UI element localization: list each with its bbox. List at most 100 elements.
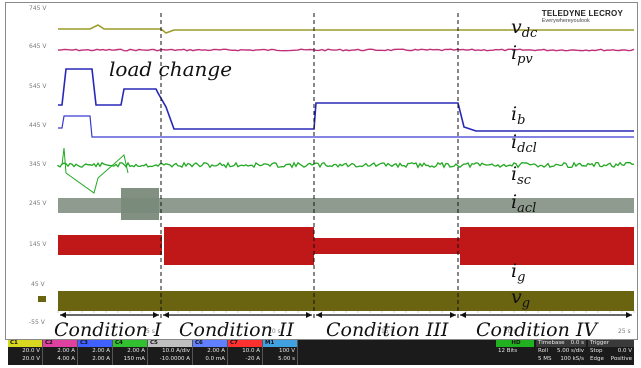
x-label: 20 s: [504, 328, 517, 335]
x-label: 15 s: [381, 328, 394, 335]
ms-label: 5 MS: [538, 356, 552, 362]
condition-dividers: [60, 13, 632, 321]
channel-scale: 2.00 A: [92, 348, 110, 354]
bits-label: 12 Bits: [498, 348, 518, 354]
channel-box-c6[interactable]: C6 2.00 A 0.0 mA: [193, 340, 228, 365]
y-label: 145 V: [29, 241, 47, 248]
signal-label-vdc: vdc: [511, 16, 538, 41]
trace-isc-spikes: [61, 147, 129, 194]
channel-box-c2[interactable]: C2 2.00 A 4.00 A: [43, 340, 78, 365]
channel-scale: 100 V: [278, 348, 295, 354]
x-label: 10 s: [268, 328, 281, 335]
y-label: 745 V: [29, 5, 47, 12]
stop-label: Stop: [590, 348, 603, 354]
channel-scale: 10.0 A: [242, 348, 260, 354]
trace-ipv: [57, 48, 635, 52]
trace-idcl: [58, 115, 634, 138]
brand-name: TELEDYNE LECROY: [541, 9, 623, 18]
y-label: 545 V: [29, 83, 47, 90]
channel-box-c3[interactable]: C3 2.00 A 2.00 A: [78, 340, 113, 365]
channel-scale: 20.0 V: [22, 348, 40, 354]
channel-offset: 4.00 A: [57, 356, 75, 362]
trace-vg-marker: [38, 296, 46, 302]
signal-label-ig: ig: [511, 260, 525, 285]
positive-label: Positive: [610, 356, 632, 362]
brand-tagline: Everywhereyoulook: [541, 18, 590, 24]
trace-vdc: [58, 24, 634, 34]
channel-id: C4: [113, 340, 147, 347]
channel-id: C6: [193, 340, 227, 347]
condition-label-1: Condition I: [54, 319, 162, 341]
arrowhead: [460, 312, 466, 318]
channel-id: M1: [263, 340, 297, 347]
channel-id: C3: [78, 340, 112, 347]
signal-label-vg: vg: [511, 286, 530, 311]
channel-offset: 5.00 s: [278, 356, 295, 362]
signal-label-ipv: ipv: [511, 42, 533, 67]
channel-box-m1[interactable]: M1 100 V 5.00 s: [263, 340, 298, 365]
rate-value: 100 kS/s: [560, 356, 584, 362]
trigger-value: 0.0 V: [617, 348, 632, 354]
waveform-plot: 745 V 645 V 545 V 445 V 345 V 245 V 145 …: [29, 5, 635, 341]
y-label: 245 V: [29, 200, 47, 207]
acq-mode: HD 12 Bits: [496, 340, 534, 365]
arrowhead: [153, 312, 159, 318]
channel-offset: 150 mA: [123, 356, 145, 362]
signal-label-isc: isc: [511, 163, 532, 188]
channel-box-c4[interactable]: C4 2.00 A 150 mA: [113, 340, 148, 365]
roll-label: Roll: [538, 348, 548, 354]
x-label: 25 s: [618, 328, 631, 335]
brand-logo: TELEDYNE LECROY Everywhereyoulook: [542, 9, 623, 24]
channel-scale: 2.00 A: [127, 348, 145, 354]
trace-vg: [58, 291, 634, 311]
y-label: 45 V: [31, 281, 46, 288]
channel-id: C2: [43, 340, 77, 347]
arrowhead: [316, 312, 322, 318]
status-bar: C1 20.0 V 20.0 V C2 2.00 A 4.00 A C3 2.00 A 2.00…: [8, 340, 634, 365]
arrowhead: [626, 312, 632, 318]
signal-label-idcl: idcl: [511, 131, 537, 156]
channel-id: C1: [8, 340, 42, 347]
signal-label-ib: ib: [511, 103, 525, 128]
y-label: 645 V: [29, 43, 47, 50]
waveform-traces: [38, 24, 635, 313]
trace-ig-c4: [460, 227, 634, 265]
trace-ig-c2: [164, 227, 314, 265]
trace-iacl: [58, 198, 634, 213]
timebase-label: Timebase: [538, 340, 565, 346]
arrowhead: [450, 312, 456, 318]
y-label: 445 V: [29, 122, 47, 129]
trigger-label: Trigger: [590, 340, 609, 346]
channel-box-c5[interactable]: C5 10.0 A/div -10.0000 A: [148, 340, 193, 365]
channel-box-c1[interactable]: C1 20.0 V 20.0 V: [8, 340, 43, 365]
arrowhead: [60, 312, 66, 318]
condition-label-2: Condition II: [179, 319, 294, 341]
channel-scale: 2.00 A: [207, 348, 225, 354]
y-label: -55 V: [29, 319, 46, 326]
timebase-value: 0.0 s: [570, 340, 584, 346]
condition-label-3: Condition III: [326, 319, 449, 341]
channel-offset: 0.0 mA: [205, 356, 225, 362]
channel-offset: -20 A: [245, 356, 261, 362]
x-label: 5 s: [146, 328, 155, 335]
sdiv-value: 5.00 s/div: [557, 348, 584, 354]
channel-id: C7: [228, 340, 262, 347]
channel-offset: 2.00 A: [92, 356, 110, 362]
trace-iacl-burst: [121, 188, 159, 220]
trace-ig-c3: [314, 238, 460, 254]
signal-label-iacl: iacl: [511, 191, 536, 216]
channel-id: C5: [148, 340, 192, 347]
arrowhead: [306, 312, 312, 318]
trace-ig-c1: [58, 235, 162, 255]
channel-scale: 2.00 A: [57, 348, 75, 354]
y-label: 345 V: [29, 161, 47, 168]
channel-scale: 10.0 A/div: [162, 348, 190, 354]
channel-offset: -10.0000 A: [159, 356, 190, 362]
load-change-annotation: load change: [109, 57, 232, 81]
trigger-panel[interactable]: Trigger Stop 0.0 V Edge Positive: [588, 340, 634, 365]
timebase-panel[interactable]: Timebase 0.0 s Roll 5.00 s/div 5 MS 100 …: [536, 340, 586, 365]
edge-label: Edge: [590, 356, 604, 362]
channel-box-c7[interactable]: C7 10.0 A -20 A: [228, 340, 263, 365]
condition-label-4: Condition IV: [476, 319, 599, 341]
trace-ib: [58, 68, 634, 132]
